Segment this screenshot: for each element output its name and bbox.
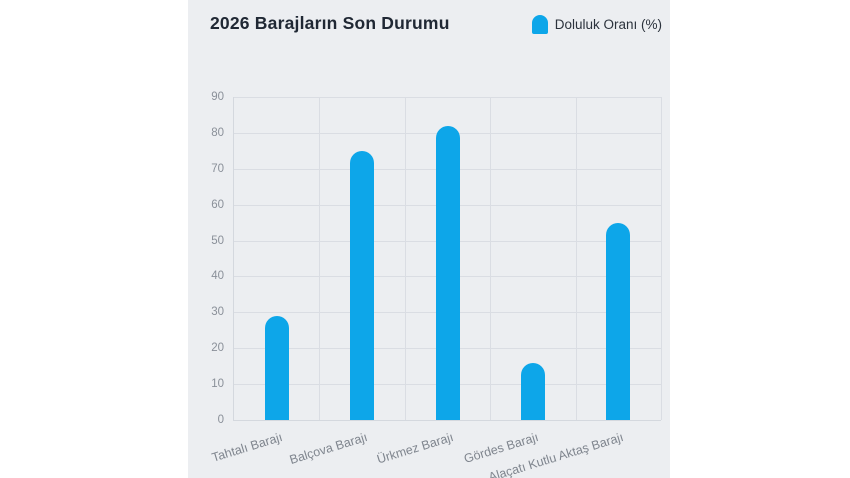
chart-title: 2026 Barajların Son Durumu	[210, 13, 450, 33]
chart-card: 2026 Barajların Son Durumu Doluluk Oranı…	[188, 0, 670, 478]
legend-bar-swatch-icon	[531, 15, 548, 34]
gridline-vertical	[319, 97, 321, 420]
gridline-horizontal	[234, 97, 661, 98]
gridline-vertical	[404, 97, 406, 420]
gridline-vertical	[661, 97, 662, 420]
gridline-vertical	[490, 97, 492, 420]
y-axis-tick-label: 10	[211, 378, 224, 391]
y-axis-tick-label: 90	[211, 91, 224, 103]
legend-label: Doluluk Oranı (%)	[554, 17, 662, 32]
plot-area	[233, 97, 662, 421]
legend[interactable]: Doluluk Oranı (%)	[531, 15, 662, 34]
bar-1[interactable]	[264, 315, 289, 420]
gridline-vertical	[575, 97, 577, 420]
y-axis-tick-label: 50	[211, 234, 224, 247]
y-axis-tick-label: 40	[211, 270, 224, 283]
bar-4[interactable]	[520, 362, 545, 420]
y-axis-tick-label: 20	[211, 342, 224, 355]
bar-3[interactable]	[435, 125, 460, 420]
y-axis-tick-label: 70	[211, 162, 224, 175]
bar-2[interactable]	[350, 150, 375, 420]
y-axis-tick-label: 80	[211, 126, 224, 139]
bar-5[interactable]	[606, 222, 631, 420]
y-axis-tick-label: 30	[211, 306, 224, 319]
y-axis-tick-label: 60	[211, 198, 224, 211]
y-axis-tick-label: 0	[217, 414, 224, 426]
